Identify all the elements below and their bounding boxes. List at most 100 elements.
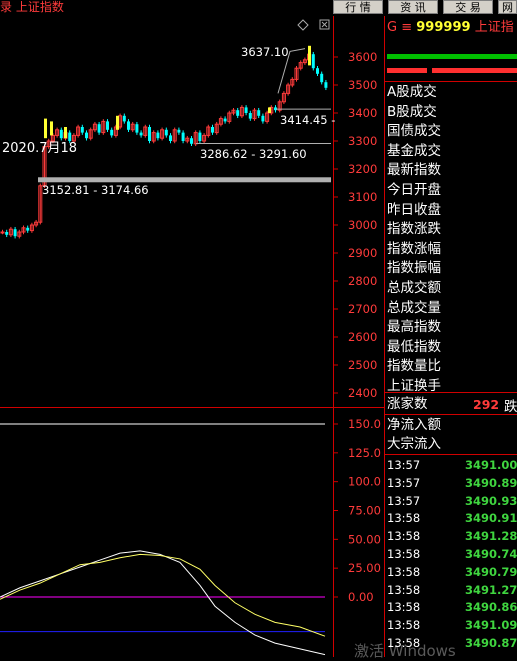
indicator-tick-label: 100.0 (348, 475, 381, 489)
zone-label-2: 3286.62 - 3291.60 (200, 147, 307, 161)
tick-value: 3490.74 (465, 546, 517, 563)
ratio-bar-red-1 (387, 68, 427, 73)
price-tick-label: 2800 (348, 274, 377, 288)
panel-label: 国债成交 (387, 122, 441, 140)
highlight-candle (116, 116, 119, 130)
tick-row: 13:58 3490.86 (385, 599, 517, 616)
price-tick-label: 2900 (348, 246, 377, 260)
candle-body (98, 124, 101, 132)
tick-value: 3490.79 (465, 564, 517, 581)
zone-label-3: 3414.45 - (280, 113, 335, 127)
price-tick-label: 2700 (348, 302, 377, 316)
menu-icon[interactable]: ≡ (401, 20, 412, 35)
diamond-icon (298, 20, 308, 30)
panel-label: 总成交额 (387, 279, 441, 297)
price-tick-label: 3500 (348, 78, 377, 92)
indicator-tick-label: 125.0 (348, 446, 381, 460)
price-tick-label: 3200 (348, 162, 377, 176)
candle-body (148, 127, 151, 141)
tick-time: 13:58 (387, 599, 420, 616)
candle-body (249, 113, 252, 119)
tick-value: 3490.91 (465, 510, 517, 527)
tick-row: 13:58 3491.27 (385, 582, 517, 599)
tab-market[interactable]: 行 情 (333, 0, 383, 14)
tick-value: 3490.86 (465, 599, 517, 616)
price-tick-label: 3400 (348, 106, 377, 120)
candle-body (177, 130, 180, 133)
kline-chart[interactable]: 3600 3500 3400 3300 3200 3100 3000 2900 2800 2700… (0, 16, 384, 657)
candle-body (140, 133, 143, 136)
tick-value: 3491.28 (465, 528, 517, 545)
indicator-line-white (0, 551, 325, 655)
tick-row: 13:58 3491.09 (385, 617, 517, 634)
tick-row: 13:58 3491.28 (385, 528, 517, 545)
candle-body (182, 133, 185, 141)
tab-news[interactable]: 资 讯 (388, 0, 438, 14)
candle-body (165, 130, 168, 136)
candle-body (81, 127, 84, 133)
tick-row: 13:58 3490.74 (385, 546, 517, 563)
price-tick-label: 3600 (348, 50, 377, 64)
tick-row: 13:57 3490.89 (385, 475, 517, 492)
stock-header[interactable]: G ≡ 999999 上证指 (387, 20, 514, 36)
candle-body (190, 138, 193, 144)
zone-label-1: 3152.81 - 3174.66 (42, 183, 149, 197)
candle-body (245, 107, 248, 113)
panel-label: 总成交量 (387, 299, 441, 317)
panel-label: 指数涨幅 (387, 240, 441, 258)
price-tick-label: 2400 (348, 386, 377, 400)
tick-value: 3490.89 (465, 475, 517, 492)
tick-time: 13:57 (387, 493, 420, 510)
candle-body (14, 229, 17, 236)
tick-row: 13:58 3490.91 (385, 510, 517, 527)
candle-body (85, 133, 88, 139)
candle-body (320, 74, 323, 82)
stock-code: 999999 (416, 20, 470, 35)
candle-body (135, 124, 138, 132)
ratio-bar-green (387, 54, 517, 59)
panel-label: 最高指数 (387, 318, 441, 336)
panel-label: 最低指数 (387, 338, 441, 356)
tab-web[interactable]: 网 (498, 0, 517, 14)
candle-body (316, 68, 319, 74)
panel-label: A股成交 (387, 83, 437, 101)
tick-time: 13:57 (387, 457, 420, 474)
block-inflow-label: 大宗流入 (387, 435, 441, 453)
tick-row: 13:57 3491.00 (385, 457, 517, 474)
tick-value: 3490.93 (465, 493, 517, 510)
price-tick-label: 3300 (348, 134, 377, 148)
tick-time: 13:58 (387, 510, 420, 527)
candle-body (261, 116, 264, 122)
highlight-candle (308, 46, 311, 66)
breadcrumb: 录 上证指数 (0, 0, 64, 14)
candle-body (312, 54, 315, 68)
panel-label: 最新指数 (387, 161, 441, 179)
tick-value: 3491.27 (465, 582, 517, 599)
indicator-tick-label: 75.00 (348, 503, 381, 517)
tick-value: 3491.00 (465, 457, 517, 474)
candle-body (236, 110, 239, 116)
price-axis: 3600 3500 3400 3300 3200 3100 3000 2900 2800 2700… (333, 50, 377, 400)
tick-value: 3491.09 (465, 617, 517, 634)
tick-value: 3490.87 (465, 635, 517, 652)
panel-label: 今日开盘 (387, 181, 441, 199)
tick-time: 13:58 (387, 564, 420, 581)
candle-body (156, 133, 159, 139)
indicator-tick-label: 25.00 (348, 561, 381, 575)
tab-trade[interactable]: 交 易 (443, 0, 493, 14)
up-count-label: 涨家数 (387, 395, 428, 413)
highlight-candle (268, 107, 271, 113)
indicator-lines (0, 424, 325, 655)
tick-time: 13:58 (387, 582, 420, 599)
candle-body (198, 133, 201, 141)
date-annotation: 2020.7月18 (2, 137, 77, 156)
highlight-candle (50, 121, 53, 135)
candle-body (224, 119, 227, 122)
up-count-value: 292 (473, 397, 499, 412)
candle-body (123, 116, 126, 122)
candle-body (106, 121, 109, 129)
candle-body (26, 228, 29, 231)
tick-time: 13:58 (387, 546, 420, 563)
panel-label: 昨日收盘 (387, 201, 441, 219)
stock-name: 上证指 (475, 20, 514, 35)
